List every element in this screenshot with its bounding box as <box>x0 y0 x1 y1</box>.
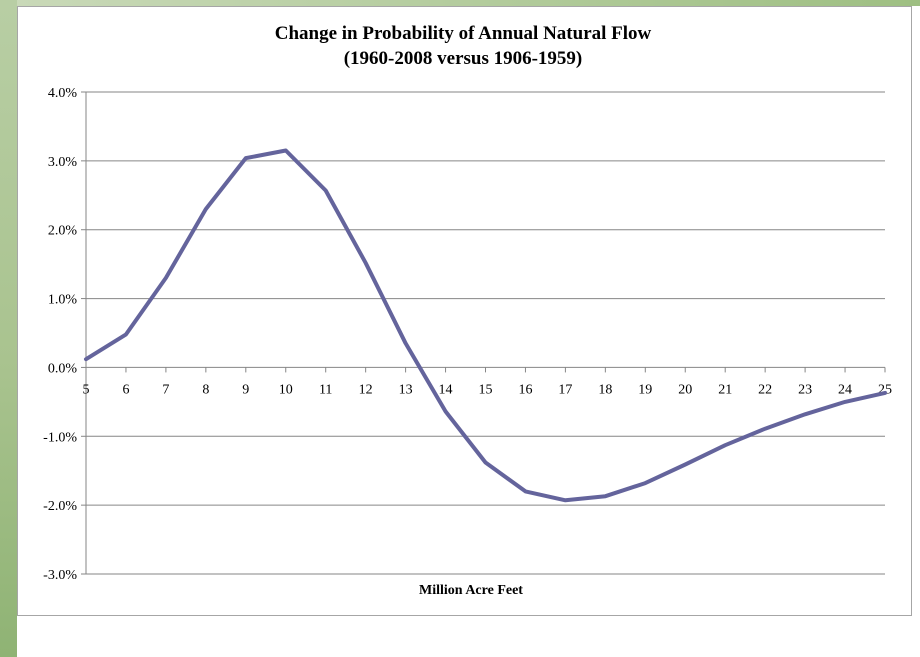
x-tick-label: 17 <box>558 382 572 397</box>
x-tick-label: 14 <box>439 382 453 397</box>
x-tick-label: 16 <box>518 382 532 397</box>
data-point <box>883 391 887 395</box>
x-tick-label: 22 <box>758 382 772 397</box>
line-chart: Change in Probability of Annual Natural … <box>43 23 893 598</box>
x-tick-label: 15 <box>479 382 493 397</box>
x-tick-label: 24 <box>838 382 852 397</box>
data-point <box>444 409 448 413</box>
data-point <box>683 463 687 467</box>
data-point <box>164 276 168 280</box>
x-tick-label: 10 <box>279 382 293 397</box>
x-axis-label: Million Acre Feet <box>419 583 523 598</box>
x-tick-label: 5 <box>83 382 90 397</box>
y-tick-label: 3.0% <box>48 155 78 170</box>
x-tick-label: 20 <box>678 382 692 397</box>
x-tick-label: 6 <box>122 382 129 397</box>
y-tick-label: -3.0% <box>43 568 77 583</box>
x-tick-label: 19 <box>638 382 652 397</box>
y-tick-label: 4.0% <box>48 86 78 101</box>
data-point <box>204 207 208 211</box>
series-line <box>84 148 887 503</box>
series-layer <box>84 148 887 503</box>
slide-top-decoration <box>17 0 920 6</box>
data-point <box>563 498 567 502</box>
chart-subtitle: (1960-2008 versus 1906-1959) <box>344 48 583 69</box>
data-point <box>84 357 88 361</box>
data-point <box>603 494 607 498</box>
data-point <box>803 412 807 416</box>
y-tick-label: 0.0% <box>48 361 78 376</box>
x-tick-label: 18 <box>598 382 612 397</box>
chart-frame: Change in Probability of Annual Natural … <box>17 6 912 616</box>
x-axis-tick-labels: 5 6 7 8 9 10 11 12 13 14 15 16 17 18 19 20 21 22 23 24 25 <box>83 382 893 397</box>
x-tick-label: 9 <box>242 382 249 397</box>
data-point <box>723 443 727 447</box>
gridlines <box>81 91 886 575</box>
y-axis-tick-labels: -3.0% -2.0% -1.0% 0.0% 1.0% 2.0% 3.0% 4.0% <box>43 86 77 583</box>
slide-side-decoration <box>0 0 17 657</box>
data-point <box>763 427 767 431</box>
data-point <box>284 149 288 153</box>
y-tick-label: -2.0% <box>43 499 77 514</box>
y-tick-label: 1.0% <box>48 293 78 308</box>
x-tick-label: 21 <box>718 382 732 397</box>
y-tick-label: -1.0% <box>43 430 77 445</box>
y-tick-label: 2.0% <box>48 224 78 239</box>
chart-title: Change in Probability of Annual Natural … <box>275 23 652 44</box>
data-point <box>484 460 488 464</box>
data-point <box>124 332 128 336</box>
x-tick-label: 11 <box>319 382 332 397</box>
data-point <box>364 261 368 265</box>
x-tick-label: 13 <box>399 382 413 397</box>
x-tick-label: 23 <box>798 382 812 397</box>
data-point <box>843 400 847 404</box>
x-tick-label: 12 <box>359 382 373 397</box>
x-tick-label: 8 <box>202 382 209 397</box>
data-point <box>244 156 248 160</box>
data-point <box>643 481 647 485</box>
data-point <box>523 489 527 493</box>
x-tick-label: 7 <box>162 382 169 397</box>
data-point <box>324 188 328 192</box>
data-point <box>404 341 408 345</box>
